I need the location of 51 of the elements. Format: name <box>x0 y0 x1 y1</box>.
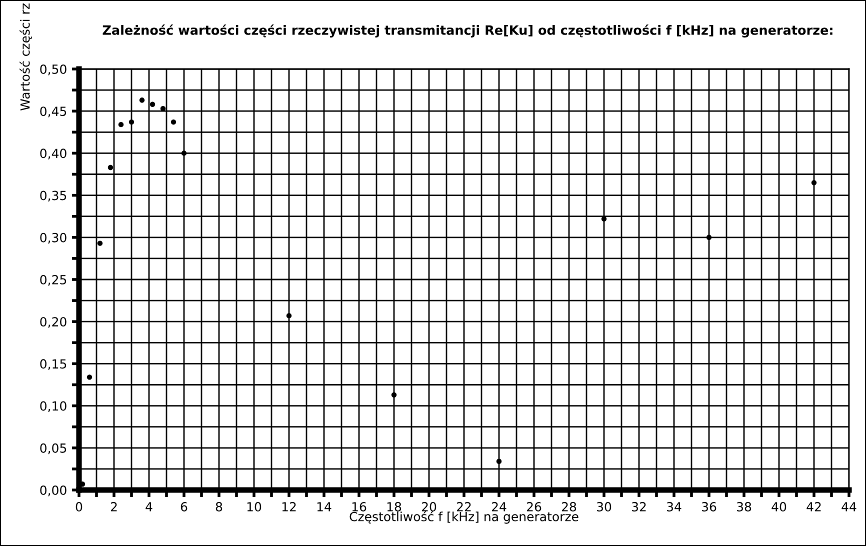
x-tick-label: 42 <box>806 502 821 512</box>
y-tick-label: 0,40 <box>40 148 66 160</box>
y-tick-label: 0,30 <box>40 232 66 244</box>
x-tick-label: 4 <box>146 502 152 512</box>
x-tick-label: 44 <box>842 502 856 512</box>
y-tick-label: 0,00 <box>40 485 66 496</box>
x-tick-label: 26 <box>526 502 542 512</box>
x-tick-label: 40 <box>772 502 786 512</box>
y-tick-label: 0,05 <box>40 443 66 454</box>
x-tick-label: 30 <box>597 502 612 512</box>
x-tick-label: 24 <box>492 502 506 512</box>
y-tick-label: 0,50 <box>40 64 66 76</box>
y-tick-label: 0,20 <box>40 317 66 328</box>
point <box>108 164 114 170</box>
y-tick-label: 0,10 <box>40 401 66 412</box>
point <box>128 119 134 125</box>
x-tick-label: 14 <box>317 502 332 512</box>
y-tick-label: 0,25 <box>40 274 66 286</box>
point <box>181 150 187 156</box>
x-tick-label: 12 <box>282 502 296 512</box>
point <box>286 313 292 318</box>
y-tick-label: 0,35 <box>40 190 66 202</box>
point <box>86 374 92 380</box>
y-axis-title: Wartość części rz <box>20 4 32 111</box>
x-tick-label: 20 <box>422 502 436 512</box>
x-tick-label: 22 <box>456 502 471 512</box>
point <box>391 392 397 398</box>
y-tick-label: 0,15 <box>40 359 66 370</box>
x-tick-label: 10 <box>247 502 262 512</box>
point <box>170 119 176 125</box>
point <box>97 240 103 246</box>
point <box>706 234 712 240</box>
x-tick-label: 16 <box>352 502 366 512</box>
x-tick-label: 0 <box>76 502 82 512</box>
y-tick-label: 0,45 <box>40 106 66 118</box>
x-tick-label: 8 <box>216 502 222 512</box>
point <box>496 458 502 464</box>
point <box>118 122 124 128</box>
x-tick-label: 38 <box>737 502 752 512</box>
x-tick-label: 2 <box>110 502 117 512</box>
point <box>811 180 817 186</box>
point <box>139 98 145 103</box>
x-tick-label: 6 <box>180 502 188 512</box>
x-tick-label: 36 <box>702 502 716 512</box>
x-tick-label: 34 <box>667 502 682 512</box>
point <box>150 102 156 107</box>
x-tick-label: 18 <box>387 502 402 512</box>
x-axis-title: Częstotliwość f [kHz] na generatorze <box>350 511 578 524</box>
x-tick-label: 32 <box>632 502 646 512</box>
x-tick-label: 28 <box>562 502 576 512</box>
chart-title: Zależność wartości części rzeczywistej transmitancji Re[Ku] od częstotliwości f [kHz] na generatorze: <box>102 24 832 38</box>
